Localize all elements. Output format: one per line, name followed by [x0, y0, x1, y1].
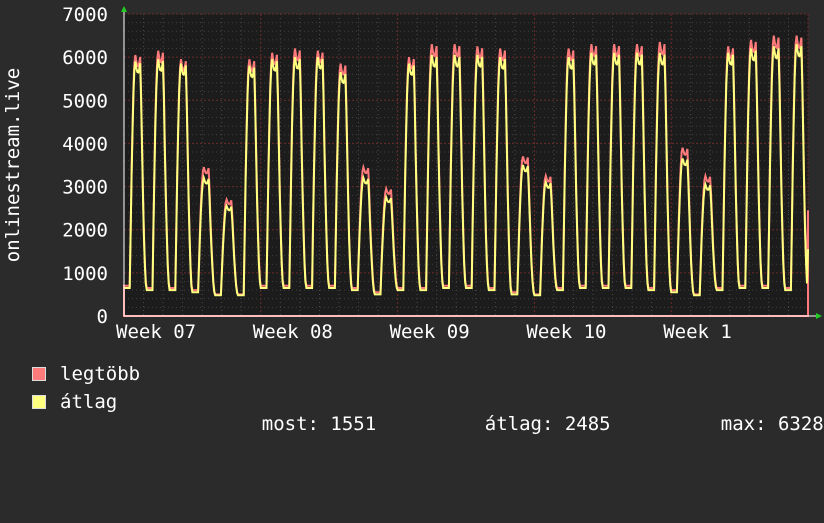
stat-max-value: 6328	[777, 413, 824, 435]
plot-area	[124, 14, 808, 316]
avg-series-label: átlag	[60, 391, 118, 413]
x-tick-label: Week 10	[526, 321, 606, 343]
legend-avg: átlag most: 1551 átlag: 2485 max: 6328	[32, 391, 824, 435]
legend-max: legtöbb	[32, 363, 140, 385]
y-tick-label: 5000	[62, 90, 108, 112]
y-tick-label: 6000	[62, 47, 108, 69]
avg-series-swatch	[32, 395, 46, 409]
y-axis-label: onlinestream.live	[2, 68, 24, 262]
x-tick-label: Week 1	[663, 321, 732, 343]
y-axis-arrow	[121, 6, 127, 12]
x-tick-label: Week 08	[253, 321, 333, 343]
y-tick-label: 0	[97, 306, 108, 328]
stat-max-key: max:	[720, 413, 767, 435]
x-axis-ticks: Week 07 Week 08 Week 09 Week 10 Week 1	[116, 321, 732, 343]
max-series-label: legtöbb	[60, 363, 141, 385]
avg-series-path	[124, 44, 809, 297]
avg-series-line	[124, 44, 809, 297]
axes	[121, 6, 822, 319]
y-axis-ticks: 0 1000 2000 3000 4000 5000 6000 7000	[62, 4, 108, 328]
stat-max: max: 6328	[675, 391, 824, 457]
y-tick-label: 7000	[62, 4, 108, 26]
y-tick-label: 4000	[62, 133, 108, 155]
stat-current-value: 1551	[330, 413, 377, 435]
grid	[123, 13, 809, 317]
stat-average: átlag: 2485	[439, 391, 611, 457]
x-tick-label: Week 09	[390, 321, 470, 343]
x-axis-arrow	[816, 313, 822, 319]
y-tick-label: 3000	[62, 177, 108, 199]
x-tick-label: Week 07	[116, 321, 196, 343]
stat-current-key: most:	[261, 413, 319, 435]
stat-average-key: átlag:	[484, 413, 554, 435]
max-series-swatch	[32, 367, 46, 381]
y-tick-label: 2000	[62, 220, 108, 242]
stat-current: most: 1551	[216, 391, 376, 457]
y-tick-label: 1000	[62, 263, 108, 285]
stat-average-value: 2485	[564, 413, 611, 435]
